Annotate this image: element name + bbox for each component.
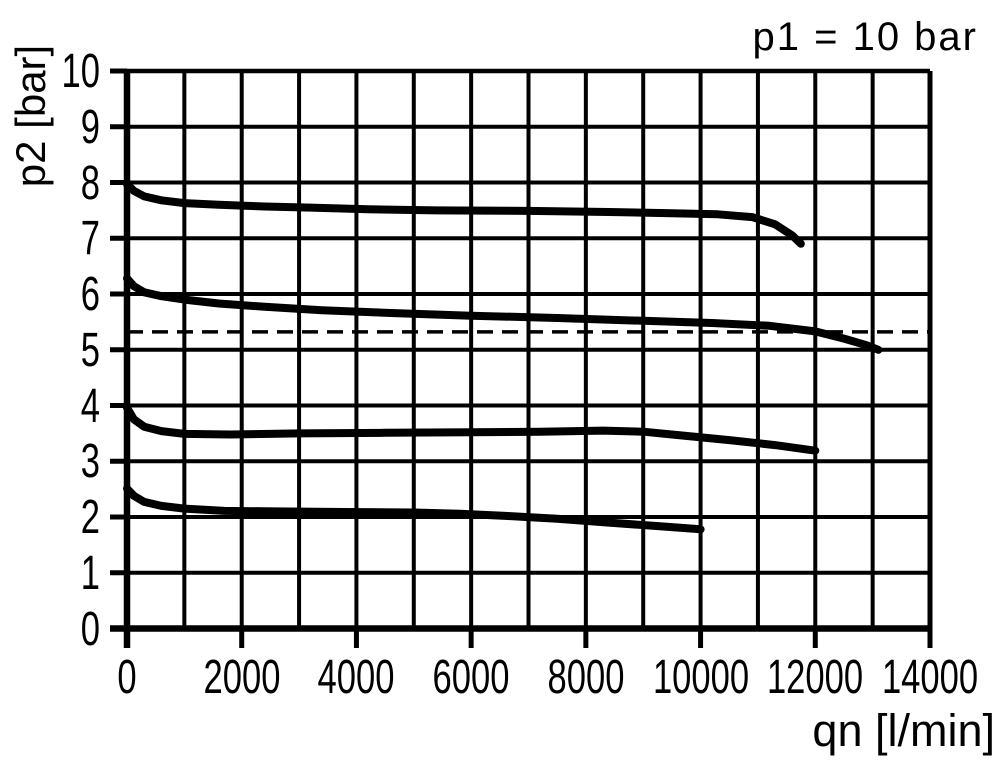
y-tick-label-7: 7 — [80, 212, 100, 266]
y-tick-label-0: 0 — [80, 602, 100, 656]
y-tick-label-2: 2 — [80, 491, 100, 544]
x-tick-label-14000: 14000 — [881, 651, 979, 704]
x-tick-label-10000: 10000 — [652, 651, 749, 704]
x-tick-label-12000: 12000 — [767, 651, 864, 704]
x-tick-label-0: 0 — [117, 651, 137, 704]
y-tick-label-10: 10 — [61, 45, 100, 98]
regulated-pressure-curve-2 — [123, 274, 883, 354]
y-tick-label-4: 4 — [80, 379, 100, 433]
regulated-pressure-curve-4 — [123, 484, 705, 534]
y-tick-label-5: 5 — [80, 323, 100, 377]
regulated-pressure-curve-1 — [123, 180, 805, 248]
y-tick-label-8: 8 — [80, 156, 100, 210]
x-tick-label-8000: 8000 — [547, 651, 625, 704]
y-tick-label-1: 1 — [80, 546, 100, 600]
regulated-pressure-curve-3 — [123, 403, 820, 455]
x-tick-label-2000: 2000 — [203, 651, 281, 704]
y-tick-label-6: 6 — [80, 268, 100, 321]
x-tick-label-6000: 6000 — [432, 651, 510, 704]
x-axis-label: qn [l/min] — [812, 705, 995, 756]
y-tick-label-3: 3 — [80, 435, 100, 489]
chart-title: p1 = 10 bar — [752, 15, 978, 59]
x-tick-label-4000: 4000 — [317, 651, 395, 704]
y-tick-label-9: 9 — [80, 100, 100, 154]
